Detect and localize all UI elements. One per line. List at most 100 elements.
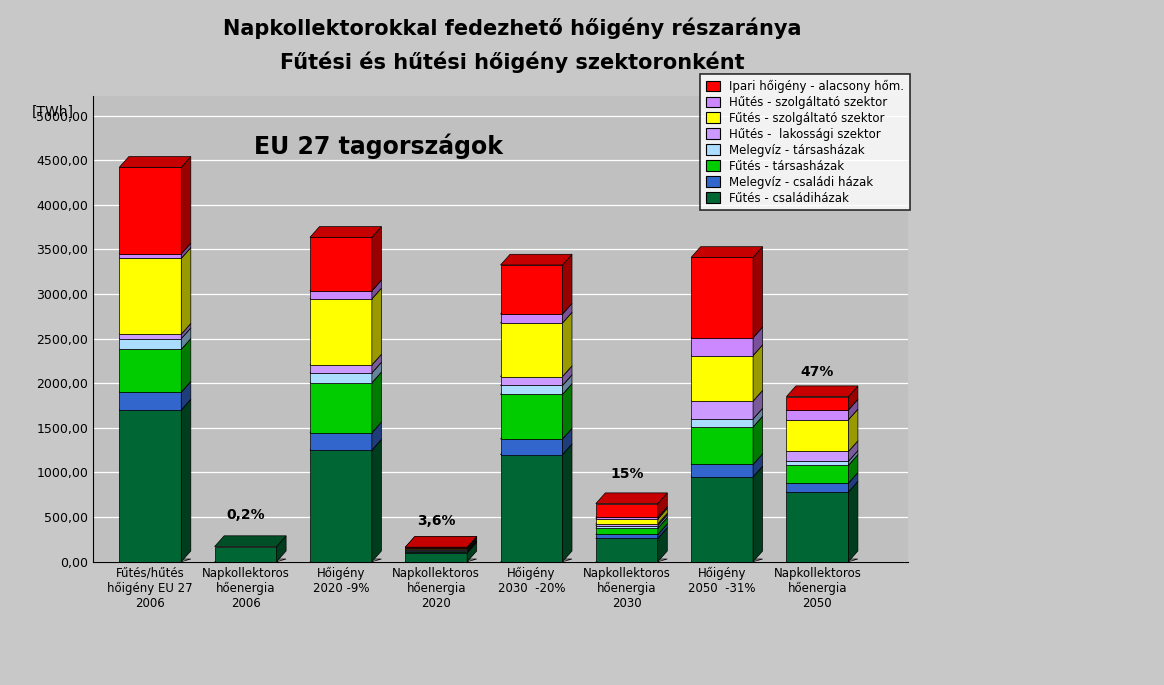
Polygon shape: [310, 373, 371, 383]
Text: 47%: 47%: [801, 365, 835, 379]
Polygon shape: [596, 508, 667, 519]
Polygon shape: [691, 416, 762, 427]
Polygon shape: [405, 540, 477, 551]
Polygon shape: [467, 537, 477, 549]
Polygon shape: [310, 288, 382, 299]
Polygon shape: [405, 537, 477, 548]
Polygon shape: [405, 541, 477, 552]
Polygon shape: [691, 427, 753, 464]
Polygon shape: [658, 513, 667, 525]
Polygon shape: [787, 399, 858, 410]
Polygon shape: [310, 372, 382, 383]
Polygon shape: [182, 323, 191, 338]
Polygon shape: [753, 453, 762, 477]
Polygon shape: [787, 473, 858, 483]
Polygon shape: [501, 312, 572, 323]
Polygon shape: [658, 508, 667, 524]
Polygon shape: [753, 345, 762, 401]
Polygon shape: [182, 328, 191, 349]
Polygon shape: [405, 536, 477, 547]
Polygon shape: [467, 541, 477, 553]
Polygon shape: [849, 386, 858, 410]
Polygon shape: [310, 440, 382, 450]
Polygon shape: [691, 559, 762, 562]
Text: 0,2%: 0,2%: [226, 508, 265, 523]
Polygon shape: [120, 349, 182, 392]
Polygon shape: [596, 525, 658, 528]
Polygon shape: [596, 559, 667, 562]
Polygon shape: [120, 334, 182, 338]
Polygon shape: [501, 395, 562, 439]
Polygon shape: [691, 356, 753, 401]
Polygon shape: [120, 243, 191, 254]
Polygon shape: [596, 528, 658, 534]
Polygon shape: [562, 303, 572, 323]
Polygon shape: [658, 524, 667, 538]
Polygon shape: [310, 362, 382, 373]
Polygon shape: [787, 451, 858, 461]
Polygon shape: [849, 473, 858, 492]
Polygon shape: [501, 303, 572, 314]
Polygon shape: [596, 538, 658, 562]
Text: 15%: 15%: [610, 467, 644, 482]
Polygon shape: [691, 408, 762, 419]
Text: 3,6%: 3,6%: [417, 514, 455, 527]
Polygon shape: [787, 559, 858, 562]
Polygon shape: [120, 328, 191, 338]
Polygon shape: [691, 345, 762, 356]
Polygon shape: [691, 466, 762, 477]
Polygon shape: [596, 503, 658, 517]
Polygon shape: [658, 518, 667, 534]
Polygon shape: [787, 409, 858, 420]
Polygon shape: [596, 524, 658, 525]
Polygon shape: [691, 419, 753, 427]
Polygon shape: [596, 524, 667, 534]
Polygon shape: [787, 461, 849, 465]
Polygon shape: [405, 551, 467, 552]
Polygon shape: [691, 464, 753, 477]
Polygon shape: [310, 354, 382, 365]
Polygon shape: [787, 492, 849, 562]
Polygon shape: [658, 515, 667, 528]
Polygon shape: [562, 366, 572, 386]
Polygon shape: [405, 539, 477, 550]
Polygon shape: [501, 386, 562, 395]
Polygon shape: [753, 390, 762, 419]
Polygon shape: [753, 327, 762, 356]
Polygon shape: [787, 483, 849, 492]
Polygon shape: [501, 444, 572, 455]
Polygon shape: [371, 440, 382, 562]
Polygon shape: [182, 243, 191, 258]
Polygon shape: [849, 455, 858, 483]
Polygon shape: [753, 408, 762, 427]
Polygon shape: [405, 550, 467, 551]
Text: Fűtési és hűtési hőigény szektoronként: Fűtési és hűtési hőigény szektoronként: [279, 51, 745, 73]
Polygon shape: [310, 422, 382, 433]
Polygon shape: [310, 237, 371, 291]
Polygon shape: [405, 542, 477, 553]
Polygon shape: [596, 513, 667, 524]
Polygon shape: [467, 539, 477, 551]
Text: [TWh]: [TWh]: [33, 105, 74, 119]
Polygon shape: [753, 416, 762, 464]
Polygon shape: [501, 254, 572, 265]
Polygon shape: [467, 540, 477, 552]
Polygon shape: [120, 254, 182, 258]
Polygon shape: [787, 410, 849, 420]
Polygon shape: [120, 399, 191, 410]
Polygon shape: [658, 493, 667, 517]
Polygon shape: [596, 515, 667, 525]
Polygon shape: [214, 559, 286, 562]
Polygon shape: [405, 552, 467, 553]
Polygon shape: [310, 433, 371, 450]
Polygon shape: [214, 547, 277, 562]
Polygon shape: [501, 455, 562, 562]
Polygon shape: [120, 167, 182, 254]
Polygon shape: [182, 247, 191, 334]
Polygon shape: [849, 409, 858, 451]
Polygon shape: [596, 527, 667, 538]
Polygon shape: [691, 401, 753, 419]
Polygon shape: [501, 323, 562, 377]
Text: EU 27 tagországok: EU 27 tagországok: [254, 133, 503, 159]
Polygon shape: [596, 518, 667, 528]
